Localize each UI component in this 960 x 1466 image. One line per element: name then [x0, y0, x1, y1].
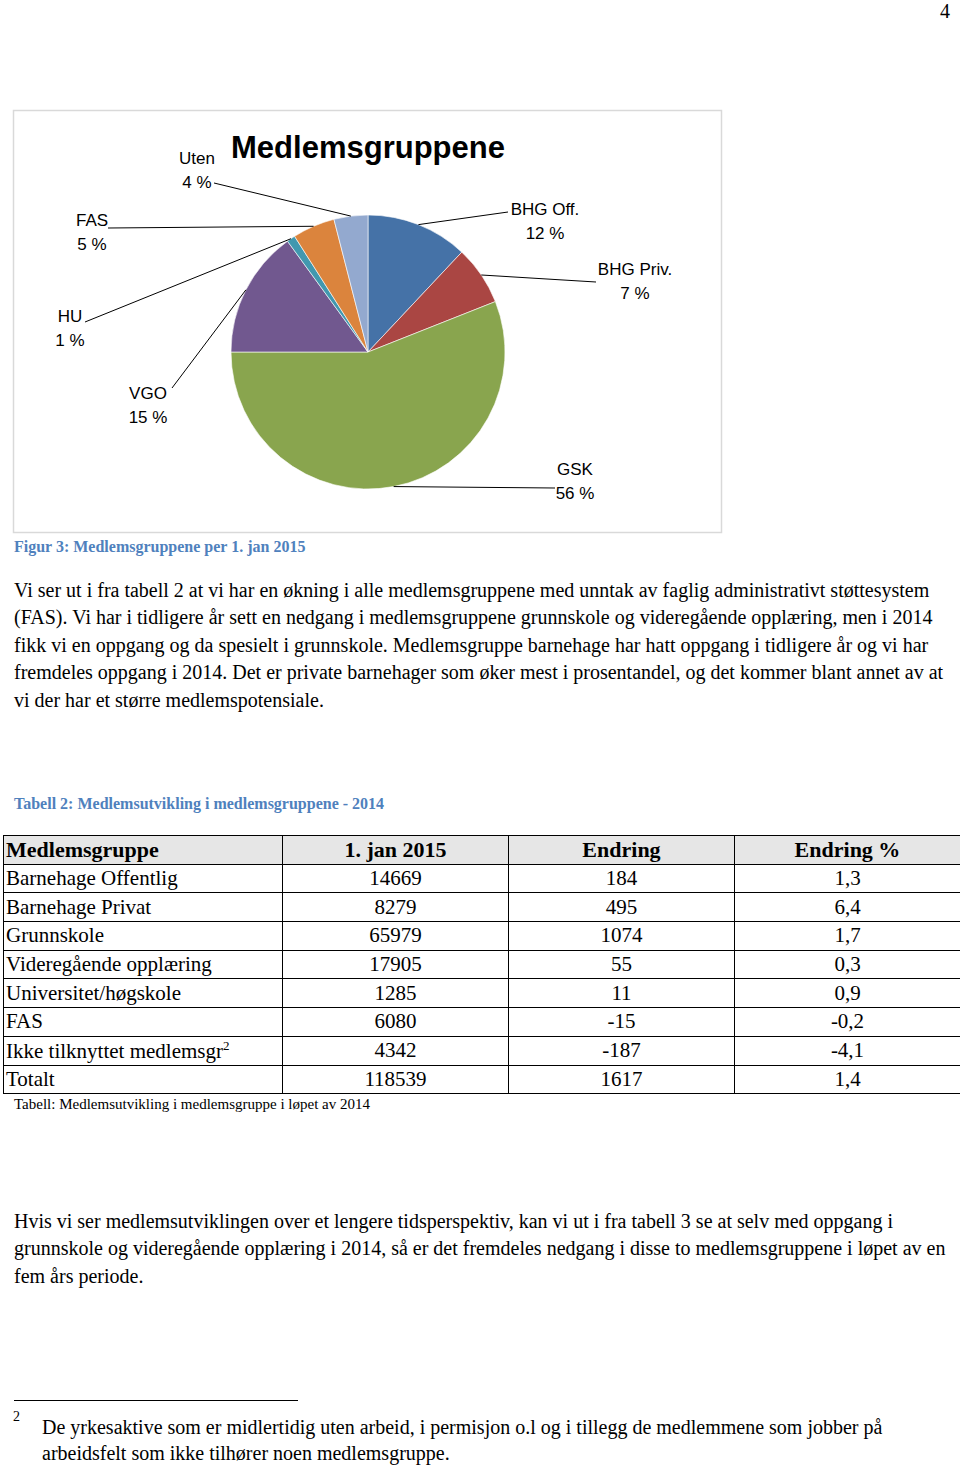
table-cell: 1,7 [735, 922, 960, 951]
table-cell: Grunnskole [4, 922, 283, 951]
table-cell: 1285 [283, 979, 509, 1008]
slice-category: BHG Off. [511, 200, 580, 219]
footnote-marker: 2 [13, 1409, 20, 1425]
header-cell: Endring [509, 836, 735, 865]
table-cell: FAS [4, 1008, 283, 1037]
table-row: Universitet/høgskole1285110,9 [4, 979, 960, 1008]
paragraph: Hvis vi ser medlemsutviklingen over et l… [14, 1208, 949, 1290]
table-cell: -15 [509, 1008, 735, 1037]
leader-line [418, 212, 508, 225]
table-cell: Barnehage Offentlig [4, 864, 283, 893]
table-row: Barnehage Offentlig146691841,3 [4, 864, 960, 893]
table-row: Totalt11853916171,4 [4, 1065, 960, 1094]
chart-title: Medlemsgruppene [231, 130, 505, 165]
table-cell: 1,4 [735, 1065, 960, 1094]
header-cell: 1. jan 2015 [283, 836, 509, 865]
table: Medlemsgruppe1. jan 2015EndringEndring %… [3, 835, 960, 1094]
table-cell: 6080 [283, 1008, 509, 1037]
table-cell: 0,9 [735, 979, 960, 1008]
page-number: 4 [940, 0, 950, 23]
table-cell: 1617 [509, 1065, 735, 1094]
table-row: Grunnskole6597910741,7 [4, 922, 960, 951]
table-row: Videregående opplæring17905550,3 [4, 950, 960, 979]
slice-category: Uten [179, 149, 215, 168]
table-cell: 6,4 [735, 893, 960, 922]
leader-line [172, 290, 246, 388]
header-cell: Medlemsgruppe [4, 836, 283, 865]
table-cell: 118539 [283, 1065, 509, 1094]
table-cell: 14669 [283, 864, 509, 893]
header-cell: Endring % [735, 836, 960, 865]
table-cell: Barnehage Privat [4, 893, 283, 922]
table-cell: 8279 [283, 893, 509, 922]
slice-value-label: 4 % [182, 173, 211, 192]
table-cell: 55 [509, 950, 735, 979]
table-cell: 495 [509, 893, 735, 922]
table-cell: -0,2 [735, 1008, 960, 1037]
slice-category: BHG Priv. [598, 260, 672, 279]
slice-category: VGO [129, 384, 167, 403]
footnote-rule [14, 1400, 298, 1401]
footnote-ref: 2 [223, 1038, 230, 1053]
table-cell: Videregående opplæring [4, 950, 283, 979]
footnote-text: De yrkesaktive som er midlertidig uten a… [42, 1414, 947, 1466]
slice-category: GSK [557, 460, 594, 479]
chart-frame [14, 111, 722, 533]
table-cell: 1074 [509, 922, 735, 951]
slice-value-label: 1 % [55, 331, 84, 350]
table-cell: Ikke tilknyttet medlemsgr2 [4, 1036, 283, 1065]
slice-category: FAS [76, 211, 108, 230]
table-cell: -187 [509, 1036, 735, 1065]
table-cell: -4,1 [735, 1036, 960, 1065]
slice-labels: BHG Off. 12 % BHG Priv. 7 % GSK 56 % VGO 15 % HU… [55, 149, 672, 503]
table-cell: 11 [509, 979, 735, 1008]
table-cell: 1,3 [735, 864, 960, 893]
chart: Medlemsgruppene BHG Off. 12 % BHG Priv. 7 % G… [0, 0, 960, 540]
table-cell: 17905 [283, 950, 509, 979]
slice-category: HU [58, 307, 83, 326]
table-row: FAS6080-15-0,2 [4, 1008, 960, 1037]
slice-value-label: 15 % [129, 408, 168, 427]
table-row: Ikke tilknyttet medlemsgr24342-187-4,1 [4, 1036, 960, 1065]
table-cell: 4342 [283, 1036, 509, 1065]
slice-value-label: 5 % [77, 235, 106, 254]
table-header: Medlemsgruppe1. jan 2015EndringEndring % [4, 836, 960, 865]
table-row: Barnehage Privat82794956,4 [4, 893, 960, 922]
leader-line [108, 226, 314, 228]
table-note: Tabell: Medlemsutvikling i medlemsgruppe… [14, 1096, 370, 1113]
slice-value-label: 12 % [526, 224, 565, 243]
table-cell: 65979 [283, 922, 509, 951]
table-cell: 184 [509, 864, 735, 893]
slice-value-label: 7 % [620, 284, 649, 303]
leader-line [481, 275, 596, 282]
table-body: Medlemsgruppe1. jan 2015EndringEndring %… [4, 836, 960, 1094]
leader-line [85, 239, 291, 322]
slice-value-label: 56 % [556, 484, 595, 503]
figure-caption: Figur 3: Medlemsgruppene per 1. jan 2015 [14, 538, 305, 556]
page: { "page_number": "4", "chart_data": { "t… [0, 0, 960, 1466]
cell-text: Ikke tilknyttet medlemsgr [6, 1039, 223, 1063]
table-cell: Universitet/høgskole [4, 979, 283, 1008]
slices [231, 215, 505, 489]
table-cell: 0,3 [735, 950, 960, 979]
leader-line [394, 487, 555, 488]
table-cell: Totalt [4, 1065, 283, 1094]
table-caption: Tabell 2: Medlemsutvikling i medlemsgrup… [14, 795, 384, 813]
leader-line [214, 183, 351, 216]
pie-slice [334, 215, 368, 352]
paragraph: Vi ser ut i fra tabell 2 at vi har en øk… [14, 577, 949, 714]
